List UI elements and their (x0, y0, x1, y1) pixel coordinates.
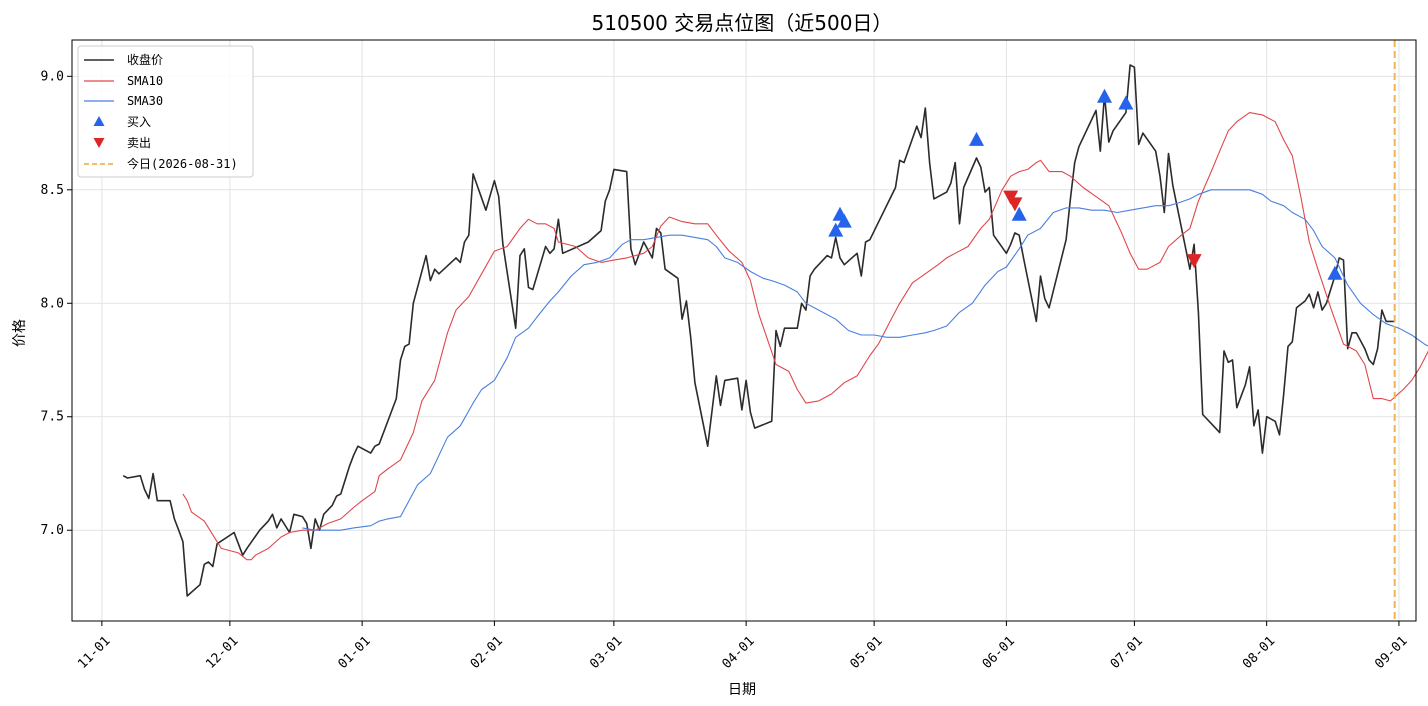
legend: 收盘价 SMA10 SMA30 买入 卖出 今日(2026-08-31) (77, 45, 254, 178)
legend-sell-swatch (93, 138, 105, 148)
y-tick-label: 7.0 (41, 523, 64, 538)
x-tick-label: 06-01 (980, 634, 1018, 672)
sell-marker (1007, 197, 1023, 212)
legend-today-label: 今日(2026-08-31) (127, 156, 238, 171)
x-tick-label: 05-01 (847, 634, 885, 672)
x-axis-label: 日期 (728, 682, 756, 698)
legend-buy-label: 买入 (127, 115, 151, 129)
buy-marker (1327, 265, 1343, 280)
close-price-line (122, 64, 1395, 597)
x-tick-label: 09-01 (1372, 634, 1410, 672)
y-tick-label: 8.0 (41, 296, 64, 311)
x-tick-label: 02-01 (468, 634, 506, 672)
sma10-line (182, 112, 1428, 561)
x-tick-label: 03-01 (587, 634, 625, 672)
buy-marker (969, 131, 985, 146)
grid (72, 40, 1416, 621)
plot-frame (71, 39, 1417, 622)
legend-sell-label: 卖出 (127, 136, 151, 150)
legend-sma10-label: SMA10 (127, 74, 163, 88)
trade-markers (828, 88, 1343, 280)
buy-marker (828, 222, 844, 237)
buy-marker (1118, 95, 1134, 110)
sma30-line (302, 189, 1428, 531)
y-axis-label: 价格 (12, 319, 28, 347)
series-lines (122, 64, 1428, 597)
x-tick-label: 07-01 (1108, 634, 1146, 672)
y-tick-label: 7.5 (41, 410, 64, 425)
y-axis-ticks: 7.0 7.5 8.0 8.5 9.0 (41, 69, 72, 538)
legend-sma30-label: SMA30 (127, 94, 163, 108)
chart-title: 510500 交易点位图（近500日） (592, 11, 893, 35)
legend-box (77, 45, 254, 178)
buy-marker (836, 213, 852, 228)
x-tick-label: 12-01 (203, 634, 241, 672)
sell-marker (1186, 254, 1202, 269)
x-axis-ticks: 11-01 12-01 01-01 02-01 03-01 04-01 05-01 06-01… (75, 621, 1411, 672)
legend-close-label: 收盘价 (127, 52, 163, 67)
buy-marker (1011, 206, 1027, 221)
y-tick-label: 9.0 (41, 69, 64, 84)
x-tick-label: 08-01 (1240, 634, 1278, 672)
x-tick-label: 11-01 (75, 634, 113, 672)
legend-buy-swatch (93, 116, 105, 126)
y-tick-label: 8.5 (41, 183, 64, 198)
x-tick-label: 04-01 (719, 634, 757, 672)
x-tick-label: 01-01 (335, 634, 373, 672)
buy-marker (1097, 88, 1113, 103)
